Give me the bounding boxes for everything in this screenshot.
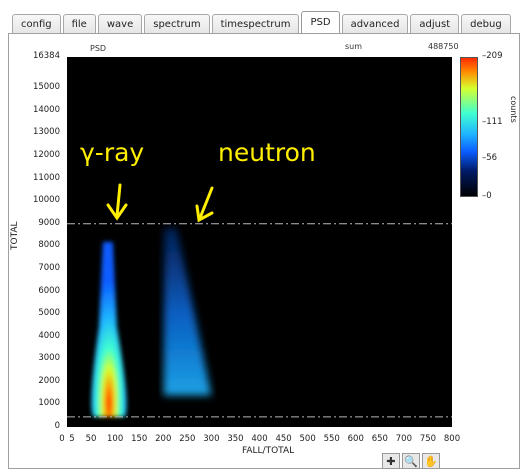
sum-label: sum: [345, 42, 363, 51]
y-tick-label: 9000: [38, 217, 60, 228]
gamma-arrow-head: [106, 203, 128, 221]
y-tick-label: 11000: [32, 172, 60, 183]
y-tick-label: 14000: [32, 104, 60, 115]
x-tick-label: 300: [203, 434, 220, 444]
neutron-arrow-shaft: [198, 186, 214, 220]
x-tick-label: 250: [179, 434, 196, 444]
tab-adjust[interactable]: adjust: [410, 14, 460, 33]
neutron-annotation: neutron: [218, 138, 316, 167]
neutron-band: [163, 228, 212, 396]
tab-spectrum[interactable]: spectrum: [144, 14, 210, 33]
x-tick-label: 100: [107, 434, 124, 444]
graph-toolbar: ✚ 🔍 ✋: [382, 453, 440, 469]
tab-config[interactable]: config: [12, 14, 61, 33]
y-tick-label: 8000: [38, 240, 60, 251]
gamma-arrow-shaft: [115, 183, 122, 218]
y-tick-label: 16384: [32, 51, 60, 61]
tab-timespectrum[interactable]: timespectrum: [211, 14, 300, 33]
x-tick-label: 500: [299, 434, 316, 444]
colorbar-tick-label: –111: [482, 116, 503, 127]
y-tick-label: 7000: [38, 262, 60, 273]
colorbar-tick-label: –209: [482, 51, 503, 61]
y-tick-label: 4000: [38, 330, 60, 341]
y-tick-label: 15000: [32, 82, 60, 93]
zoom-tool-icon[interactable]: 🔍: [402, 453, 420, 469]
x-tick-label: 750: [419, 434, 437, 444]
x-tick-label: 800: [443, 434, 461, 444]
colorbar: [460, 57, 478, 197]
colorbar-tick-label: –56: [482, 153, 498, 164]
pan-tool-icon[interactable]: ✋: [422, 453, 440, 469]
x-tick-label: 700: [395, 434, 412, 444]
tab-debug[interactable]: debug: [461, 14, 511, 33]
y-tick-label: 13000: [32, 127, 60, 138]
y-tick-label: 2000: [38, 375, 60, 386]
x-tick-label: 5: [69, 434, 75, 444]
x-axis-label: FALL/TOTAL: [242, 446, 295, 456]
colorbar-tick-label: –0: [482, 191, 492, 201]
tab-psd[interactable]: PSD: [301, 11, 340, 33]
y-tick-label: 0: [54, 421, 60, 431]
y-tick-label: 12000: [32, 150, 60, 160]
psd-heatmap[interactable]: [67, 57, 452, 427]
y-tick-label: 1000: [38, 398, 60, 409]
sum-value: 488750: [428, 42, 459, 51]
x-tick-label: 150: [131, 434, 148, 444]
neutron-arrow-head: [195, 204, 214, 223]
x-tick-label: 350: [227, 434, 244, 444]
x-tick-label: 550: [323, 434, 340, 444]
y-tick-label: 6000: [38, 285, 60, 296]
x-tick-label: 600: [347, 434, 364, 444]
x-tick-label: 450: [275, 434, 292, 444]
x-tick-label: 50: [85, 434, 97, 444]
x-tick-label: 0: [59, 434, 65, 444]
tab-file[interactable]: file: [62, 14, 96, 33]
gamma-ray-band: [91, 241, 127, 417]
tab-bar: config file wave spectrum timespectrum PSD adv…: [12, 11, 511, 33]
x-tick-label: 650: [371, 434, 388, 444]
crosshair-tool-icon[interactable]: ✚: [382, 453, 400, 469]
gamma-ray-annotation: γ-ray: [80, 138, 145, 167]
plot-title: PSD: [90, 44, 107, 53]
x-tick-label: 200: [155, 434, 172, 444]
x-tick-label: 400: [251, 434, 268, 444]
tab-advanced[interactable]: advanced: [341, 14, 409, 33]
tab-wave[interactable]: wave: [97, 14, 143, 33]
y-tick-label: 5000: [38, 308, 60, 319]
y-tick-label: 10000: [32, 195, 60, 206]
y-tick-label: 3000: [38, 353, 60, 364]
